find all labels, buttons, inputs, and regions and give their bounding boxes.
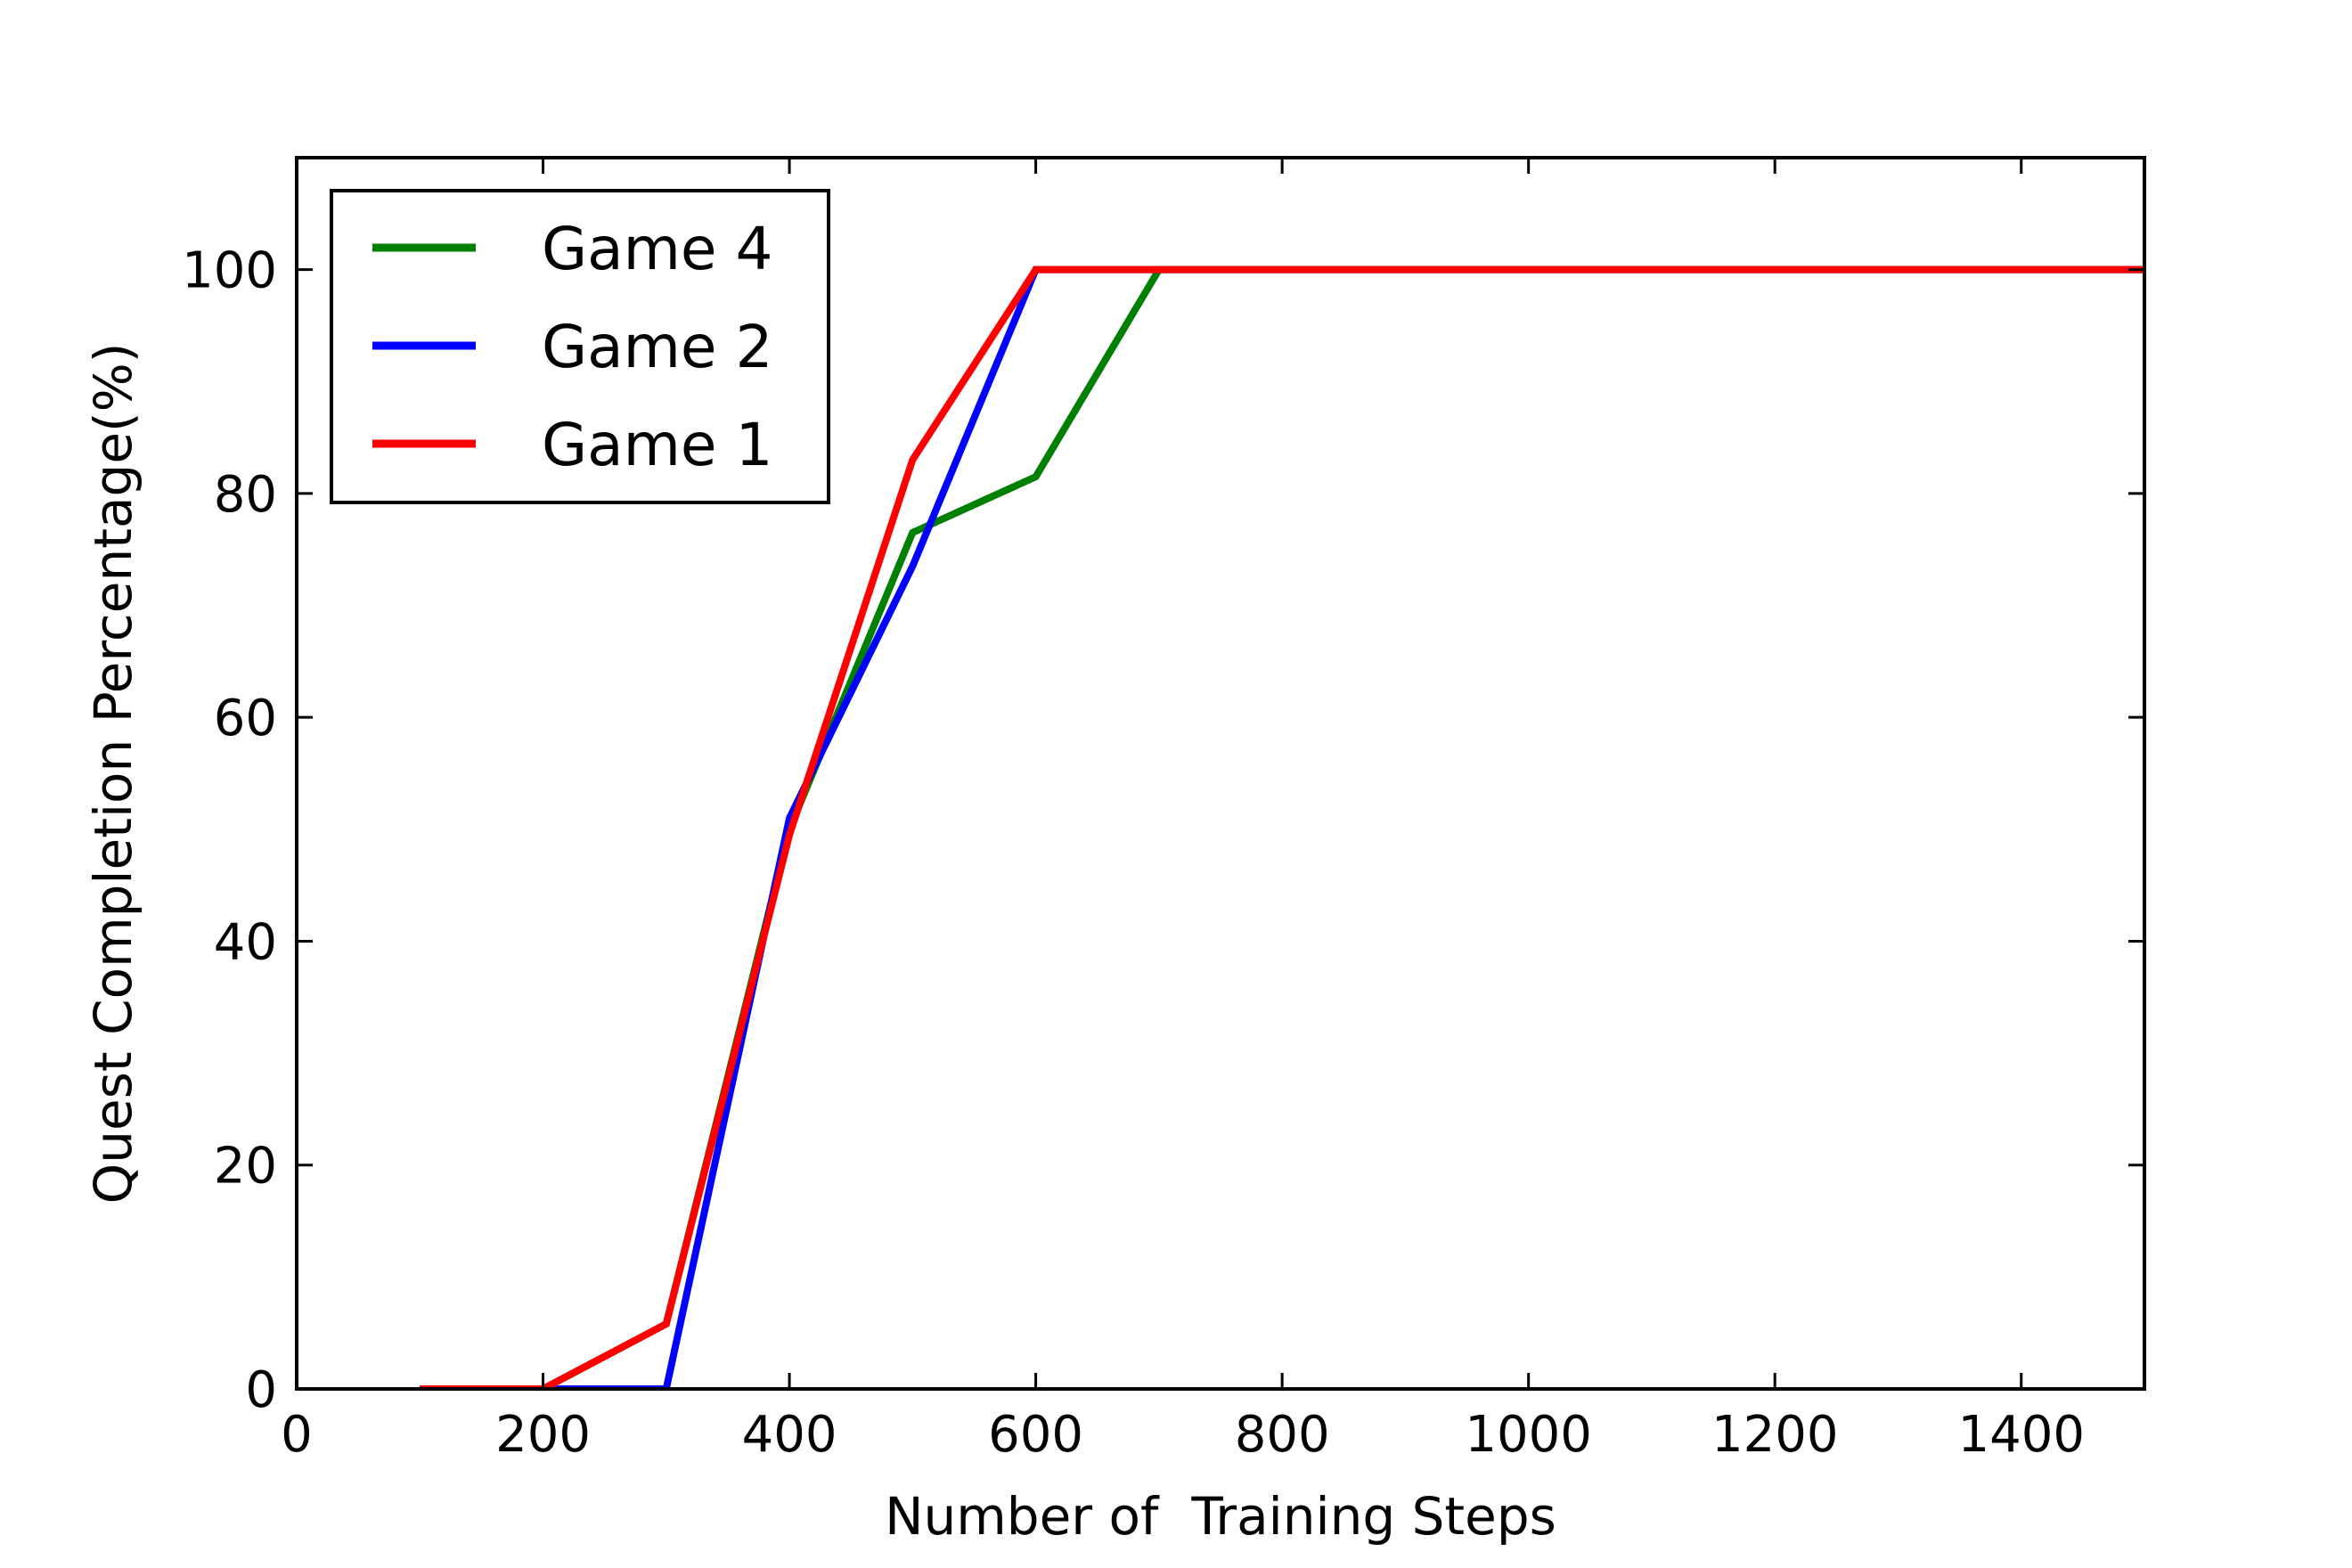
y-tick-label: 100 <box>182 242 277 300</box>
x-axis-ticks: 0 200 400 600 800 1000 1200 1400 <box>281 158 2085 1464</box>
x-tick-label: 1000 <box>1465 1406 1592 1464</box>
x-tick-label: 200 <box>495 1406 591 1464</box>
x-tick-label: 0 <box>281 1406 313 1464</box>
x-tick-label: 1200 <box>1711 1406 1839 1464</box>
series-line-game-1 <box>420 265 2144 1389</box>
legend: Game 4 Game 2 Game 1 <box>330 189 830 504</box>
x-tick-label: 400 <box>742 1406 837 1464</box>
y-tick-label: 80 <box>214 466 277 524</box>
legend-label: Game 1 <box>542 411 772 479</box>
y-tick-label: 20 <box>214 1138 277 1196</box>
y-axis-label: Quest Completion Percentage(%) <box>83 343 143 1205</box>
x-tick-label: 800 <box>1235 1406 1330 1464</box>
series-layer <box>420 265 2144 1389</box>
legend-label: Game 4 <box>542 215 772 283</box>
plot-frame <box>295 156 2146 1391</box>
y-tick-label: 60 <box>214 690 277 747</box>
legend-label: Game 2 <box>542 313 772 381</box>
x-tick-label: 1400 <box>1957 1406 2085 1464</box>
y-axis-ticks: 0 20 40 60 80 100 <box>182 242 2144 1419</box>
x-tick-label: 600 <box>988 1406 1083 1464</box>
x-axis-label: Number of Training Steps <box>885 1486 1556 1547</box>
y-tick-label: 0 <box>245 1361 277 1419</box>
y-tick-label: 40 <box>214 913 277 971</box>
